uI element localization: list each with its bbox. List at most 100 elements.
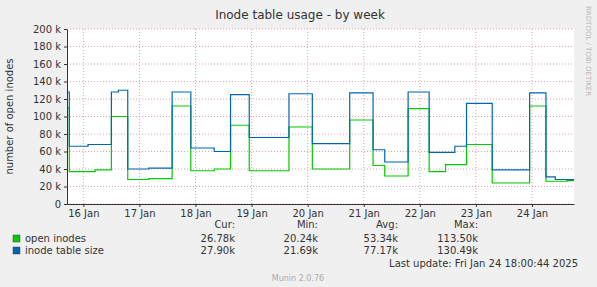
x-tick-mark [196, 204, 197, 207]
x-tick-mark [364, 204, 365, 207]
y-tick-mark [64, 99, 67, 100]
series-line [67, 106, 574, 183]
x-tick: 18 Jan [180, 204, 211, 219]
x-tick: 19 Jan [236, 204, 267, 219]
x-tick: 20 Jan [292, 204, 323, 219]
last-update: Last update: Fri Jan 24 18:00:44 2025 [389, 258, 578, 269]
y-axis: 0 20 k 40 k 60 k 80 k 100 k 120 k 140 k 160 k 180… [33, 24, 68, 210]
x-tick-label: 21 Jan [349, 208, 380, 219]
x-tick: 16 Jan [68, 204, 99, 219]
chart: 0 20 k 40 k 60 k 80 k 100 k 120 k 140 k 160 k 180… [0, 0, 597, 287]
stat-value: 20.24k [284, 233, 319, 244]
y-axis-line [67, 30, 68, 205]
x-tick: 22 Jan [405, 204, 436, 219]
y-tick-label: 140 k [33, 76, 61, 87]
grid-line-x [251, 29, 252, 204]
grid-line-y [67, 99, 574, 100]
grid-line-y [67, 64, 574, 65]
y-axis-title: number of open inodes [4, 58, 15, 174]
stat-value: 113.50k [437, 233, 478, 244]
watermark: RRDTOOL / TOBI OETIKER [584, 6, 592, 96]
x-tick-label: 17 Jan [124, 208, 155, 219]
stat-value: 27.90k [201, 245, 236, 256]
y-tick-mark [64, 29, 67, 30]
y-tick: 20 k [39, 181, 67, 192]
y-tick-mark [64, 117, 67, 118]
x-tick: 21 Jan [349, 204, 380, 219]
grid-line-x [195, 29, 196, 204]
y-tick-mark [64, 47, 67, 48]
stat-value: 77.17k [364, 245, 399, 256]
footer: Munin 2.0.76 [272, 274, 324, 283]
x-tick: 17 Jan [124, 204, 155, 219]
plot-area [67, 29, 574, 204]
y-tick-label: 100 k [33, 111, 61, 122]
y-tick: 0 [55, 199, 67, 210]
grid-line-y [67, 81, 574, 82]
y-tick: 200 k [33, 24, 67, 35]
y-tick-label: 120 k [33, 94, 61, 105]
grid-line-y [67, 151, 574, 152]
x-tick-mark [420, 204, 421, 207]
data-lines [67, 90, 574, 183]
background [0, 0, 597, 287]
stat-column-header: Max: [454, 219, 478, 230]
x-tick-label: 19 Jan [236, 208, 267, 219]
legend-label: open inodes [25, 233, 86, 244]
x-tick-mark [252, 204, 253, 207]
x-tick-mark [308, 204, 309, 207]
legend-label: inode table size [25, 245, 104, 256]
y-tick: 60 k [39, 146, 67, 157]
stat-value: 53.34k [364, 233, 399, 244]
title: Inode table usage - by week [215, 8, 385, 22]
stat-value: 130.49k [437, 245, 478, 256]
y-tick: 140 k [33, 76, 67, 87]
legend-swatch [13, 247, 20, 254]
y-tick: 160 k [33, 59, 67, 70]
y-tick-mark [64, 187, 67, 188]
x-tick-mark [139, 204, 140, 207]
x-tick-mark [83, 204, 84, 207]
legend: Cur: Min: Avg: Max: open inodes 26.78k 20.24k 5… [13, 219, 478, 256]
y-tick: 40 k [39, 164, 67, 175]
y-tick-label: 0 [55, 199, 61, 210]
stat-value: 26.78k [201, 233, 236, 244]
series-line [67, 90, 574, 179]
stat-value: 21.69k [284, 245, 319, 256]
stat-column-header: Cur: [214, 219, 235, 230]
x-tick-label: 23 Jan [461, 208, 492, 219]
y-tick-label: 160 k [33, 59, 61, 70]
y-tick-mark [64, 204, 67, 205]
x-tick-label: 24 Jan [517, 208, 548, 219]
x-tick-mark [476, 204, 477, 207]
grid-line-x [419, 29, 420, 204]
y-tick: 100 k [33, 111, 67, 122]
stat-column-header: Min: [297, 219, 318, 230]
x-tick-label: 22 Jan [405, 208, 436, 219]
x-axis: 16 Jan 17 Jan 18 Jan 19 Jan 20 Jan 21 Jan 22 J… [68, 204, 575, 219]
y-tick-label: 20 k [39, 181, 61, 192]
grid-line-y [67, 46, 574, 47]
y-tick-label: 200 k [33, 24, 61, 35]
stat-column-header: Avg: [376, 219, 398, 230]
y-tick-mark [64, 134, 67, 135]
grid [67, 29, 574, 204]
y-tick-mark [64, 82, 67, 83]
legend-swatch [13, 235, 20, 242]
y-tick-label: 60 k [39, 146, 61, 157]
x-tick-mark [532, 204, 533, 207]
grid-line-y [67, 186, 574, 187]
x-tick: 24 Jan [517, 204, 548, 219]
y-tick-mark [64, 169, 67, 170]
y-tick-mark [64, 64, 67, 65]
y-tick-mark [64, 152, 67, 153]
grid-line-x [83, 29, 84, 204]
grid-line-y [67, 204, 574, 205]
y-tick: 120 k [33, 94, 67, 105]
y-tick: 180 k [33, 41, 67, 52]
y-tick: 80 k [39, 129, 67, 140]
x-tick-label: 20 Jan [292, 208, 323, 219]
y-tick-label: 80 k [39, 129, 61, 140]
x-tick: 23 Jan [461, 204, 492, 219]
x-tick-label: 18 Jan [180, 208, 211, 219]
